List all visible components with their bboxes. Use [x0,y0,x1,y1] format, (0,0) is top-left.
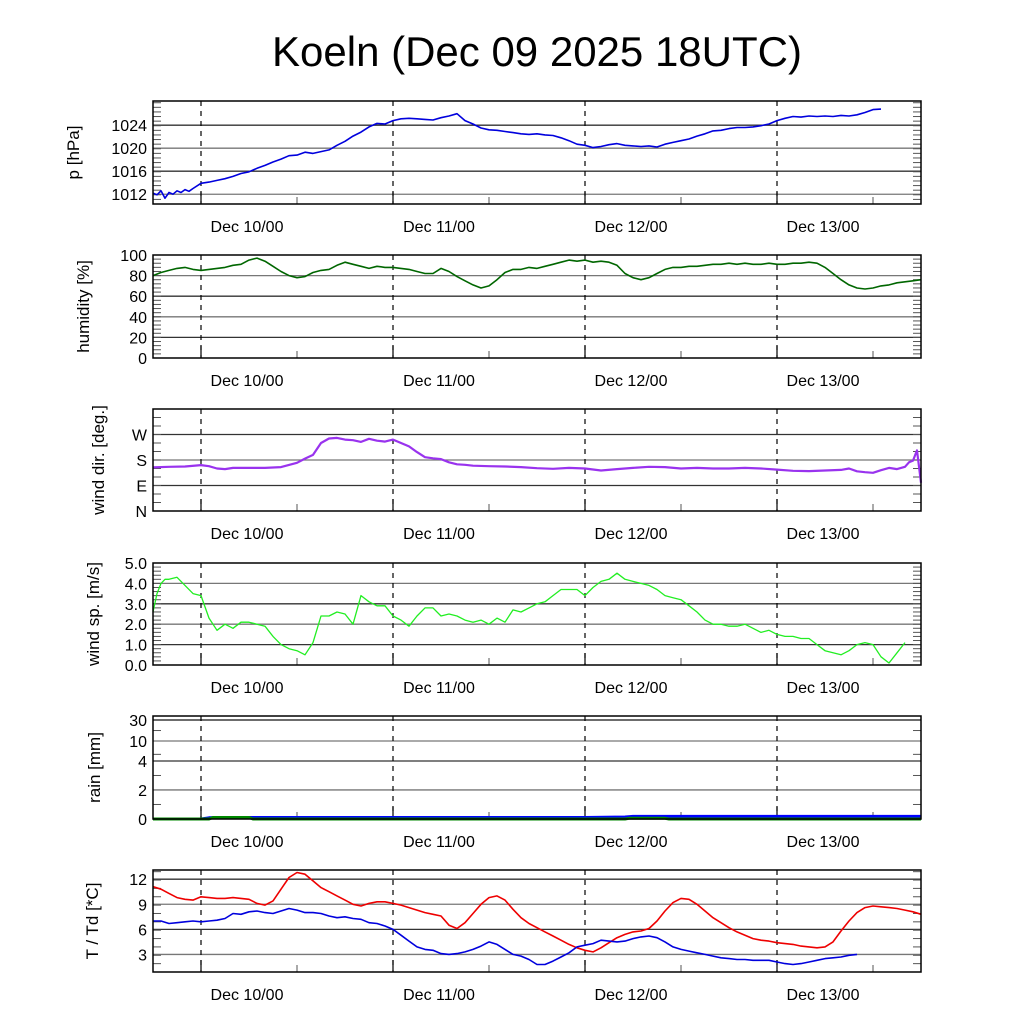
x-tick-label: Dec 11/00 [403,680,475,697]
y-tick-label: 4.0 [125,576,147,593]
y-tick-label: 3 [138,947,147,964]
x-tick-label: Dec 13/00 [787,987,860,1004]
y-tick-label: 10 [129,734,147,751]
panel-temperature: 12 9 6 3 T / Td [*C] Dec 10/00 Dec 11/00 Dec 12… [83,869,922,1004]
x-tick-label: Dec 12/00 [595,219,668,236]
series-line-humidity-0 [152,257,922,290]
series-line-wind_speed-0 [152,572,906,664]
y-tick-label: 1016 [111,164,147,181]
x-tick-label: Dec 10/00 [211,834,284,851]
x-tick-label: Dec 11/00 [403,987,475,1004]
x-tick-label: Dec 11/00 [403,834,475,851]
x-tick-label: Dec 12/00 [595,373,668,390]
y-tick-label: 80 [129,269,147,286]
x-tick-label: Dec 10/00 [211,987,284,1004]
y-tick-label: N [135,504,147,521]
chart-title: Koeln (Dec 09 2025 18UTC) [272,28,802,75]
panel-rain: 30 10 4 2 0 rain [mm] Dec 10/00 Dec 11/00 Dec 12… [85,713,922,851]
x-tick-label: Dec 12/00 [595,680,668,697]
y-tick-label: 30 [129,713,147,730]
x-tick-label: Dec 12/00 [595,526,668,543]
plot-frame [152,715,922,820]
x-tick-label: Dec 11/00 [403,526,475,543]
y-tick-label: W [132,428,148,445]
y-tick-label: 20 [129,330,147,347]
y-axis-label: wind sp. [m/s] [84,562,103,667]
y-tick-label: 9 [138,897,147,914]
y-axis-label: T / Td [*C] [83,883,102,960]
y-axis-label: rain [mm] [85,732,104,803]
x-tick-label: Dec 12/00 [595,834,668,851]
series-line-temperature-1 [153,907,858,966]
y-axis-label: humidity [%] [74,260,93,353]
x-tick-label: Dec 10/00 [211,526,284,543]
x-tick-label: Dec 13/00 [787,373,860,390]
panel-humidity: 100 80 60 40 20 0 humidity [%] Dec 10/00 Dec 11/… [74,248,922,390]
plot-frame [152,562,922,666]
y-tick-label: E [136,479,147,496]
x-tick-label: Dec 13/00 [787,680,860,697]
y-tick-label: 1024 [111,118,147,135]
panel-wind_speed: 5.0 4.0 3.0 2.0 1.0 0.0 wind sp. [m/s] Dec 10/0… [84,556,922,697]
series-line-temperature-0 [152,871,922,953]
x-tick-label: Dec 10/00 [211,219,284,236]
y-tick-label: 40 [129,310,147,327]
x-tick-label: Dec 10/00 [211,680,284,697]
y-tick-label: 2.0 [125,617,147,634]
y-tick-label: 0.0 [125,658,147,675]
plot-frame [152,254,922,359]
y-tick-label: 4 [138,754,147,771]
y-tick-label: 0 [138,812,147,829]
y-tick-label: 1012 [111,187,147,204]
x-tick-label: Dec 13/00 [787,526,860,543]
plot-frame [152,869,922,973]
series-line-pressure-0 [152,108,882,199]
y-tick-label: 100 [120,248,147,265]
y-axis-label: wind dir. [deg.] [89,405,108,516]
x-tick-label: Dec 13/00 [787,834,860,851]
y-tick-label: 0 [138,351,147,368]
y-tick-label: 2 [138,783,147,800]
panel-pressure: 1024 1020 1016 1012 p [hPa] Dec 10/00 Dec 11/0… [64,100,922,236]
y-tick-label: 3.0 [125,597,147,614]
plot-frame [152,408,922,512]
x-tick-label: Dec 13/00 [787,219,860,236]
y-tick-label: S [136,453,147,470]
x-tick-label: Dec 11/00 [403,373,475,390]
y-tick-label: 1020 [111,141,147,158]
plot-frame [152,100,922,205]
x-tick-label: Dec 10/00 [211,373,284,390]
y-tick-label: 5.0 [125,556,147,573]
y-axis-label: p [hPa] [64,126,83,180]
series-line-wind_direction-0 [152,436,923,483]
y-tick-label: 60 [129,289,147,306]
x-tick-label: Dec 12/00 [595,987,668,1004]
y-tick-label: 1.0 [125,638,147,655]
y-tick-label: 6 [138,922,147,939]
y-tick-label: 12 [129,872,147,889]
x-tick-label: Dec 11/00 [403,219,475,236]
